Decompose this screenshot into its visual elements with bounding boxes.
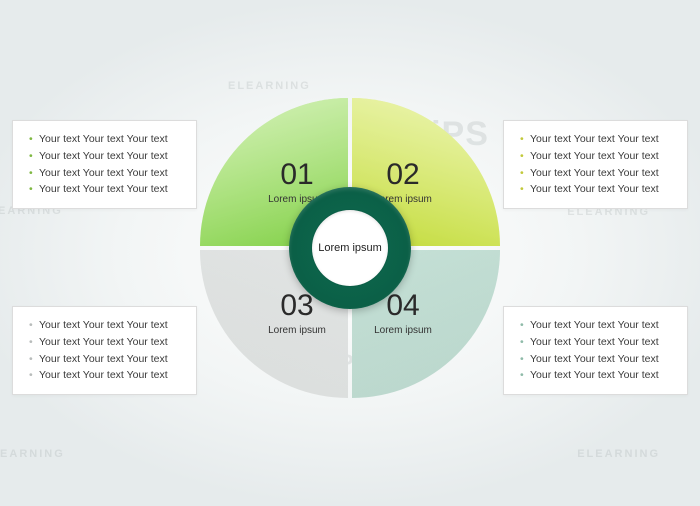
- list-item: Your text Your text Your text: [520, 131, 675, 148]
- segment-number: 02: [358, 160, 448, 190]
- textbox-top-left: Your text Your text Your textYour text Y…: [12, 120, 197, 209]
- center-circle: Lorem ipsum: [312, 210, 388, 286]
- textbox-top-right: Your text Your text Your textYour text Y…: [503, 120, 688, 209]
- list-item: Your text Your text Your text: [520, 148, 675, 165]
- list-item: Your text Your text Your text: [520, 351, 675, 368]
- list-item: Your text Your text Your text: [29, 148, 184, 165]
- list-item: Your text Your text Your text: [520, 317, 675, 334]
- donut-chart: 01 Lorem ipsum 02 Lorem ipsum 03 Lorem i…: [200, 98, 500, 398]
- segment-number: 01: [252, 160, 342, 190]
- segment-caption: Lorem ipsum: [252, 325, 342, 336]
- textbox-bottom-left: Your text Your text Your textYour text Y…: [12, 306, 197, 395]
- center-label: Lorem ipsum: [318, 242, 382, 254]
- textbox-bottom-right: Your text Your text Your textYour text Y…: [503, 306, 688, 395]
- list-item: Your text Your text Your text: [29, 367, 184, 384]
- list-item: Your text Your text Your text: [29, 131, 184, 148]
- list-item: Your text Your text Your text: [29, 317, 184, 334]
- list-item: Your text Your text Your text: [520, 334, 675, 351]
- list-item: Your text Your text Your text: [520, 367, 675, 384]
- list-item: Your text Your text Your text: [29, 165, 184, 182]
- list-item: Your text Your text Your text: [29, 334, 184, 351]
- list-item: Your text Your text Your text: [29, 351, 184, 368]
- list-item: Your text Your text Your text: [29, 181, 184, 198]
- list-item: Your text Your text Your text: [520, 165, 675, 182]
- list-item: Your text Your text Your text: [520, 181, 675, 198]
- segment-caption: Lorem ipsum: [358, 325, 448, 336]
